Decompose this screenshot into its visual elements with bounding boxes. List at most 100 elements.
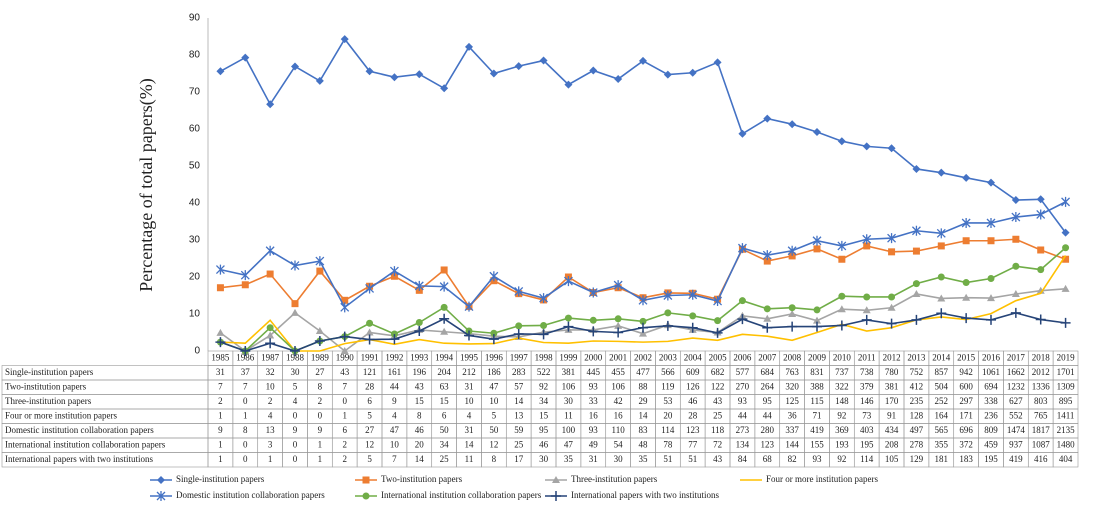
marker — [216, 67, 225, 76]
table-value: 2012 — [1032, 367, 1050, 377]
table-value: 6 — [342, 425, 347, 435]
table-value: 1 — [342, 410, 347, 420]
marker — [1061, 196, 1071, 207]
table-value: 128 — [910, 410, 924, 420]
table-value: 566 — [661, 367, 675, 377]
x-tick-label: 1992 — [385, 352, 403, 362]
legend-label: Two-institution papers — [381, 474, 463, 484]
x-tick-label: 2004 — [684, 352, 703, 362]
table-value: 0 — [342, 396, 347, 406]
table-value: 1474 — [1007, 425, 1026, 435]
table-value: 1701 — [1057, 367, 1075, 377]
table-value: 419 — [810, 425, 824, 435]
table-value: 2 — [342, 439, 347, 449]
marker — [1037, 266, 1045, 274]
marker — [241, 281, 249, 289]
table-value: 8 — [318, 381, 323, 391]
table-value: 195 — [860, 439, 874, 449]
table-value: 15 — [415, 396, 425, 406]
table-value: 181 — [935, 454, 949, 464]
marker — [838, 255, 846, 263]
table-cell — [1052, 452, 1079, 468]
y-axis-label: Percentage of total papers(%) — [136, 78, 157, 291]
marker — [465, 42, 473, 51]
table-value: 381 — [885, 381, 899, 391]
marker — [737, 314, 748, 325]
table-value: 696 — [959, 425, 973, 435]
marker — [390, 330, 398, 338]
table-value: 20 — [415, 439, 425, 449]
table-value: 369 — [835, 425, 849, 435]
legend-label: Single-institution papers — [176, 474, 265, 484]
table-row-label: Two-institution papers — [5, 381, 87, 391]
marker — [588, 287, 598, 298]
marker — [987, 237, 995, 245]
table-value: 9 — [293, 425, 298, 435]
marker — [912, 280, 920, 288]
marker — [937, 294, 946, 302]
table-value: 609 — [686, 367, 700, 377]
marker — [389, 334, 400, 345]
table-value: 193 — [835, 439, 849, 449]
table-value: 283 — [512, 367, 526, 377]
x-tick-label: 2000 — [584, 352, 603, 362]
table-value: 32 — [266, 367, 275, 377]
table-value: 6 — [367, 396, 372, 406]
marker — [861, 314, 872, 325]
x-tick-label: 1993 — [410, 352, 429, 362]
marker — [986, 314, 996, 325]
table-value: 14 — [514, 396, 524, 406]
marker — [862, 142, 871, 151]
table-value: 5 — [492, 410, 497, 420]
x-tick-label: 2008 — [783, 352, 802, 362]
marker — [887, 303, 896, 311]
marker — [340, 347, 349, 354]
x-tick-label: 2015 — [957, 352, 976, 362]
marker — [937, 242, 945, 250]
table-value: 280 — [761, 425, 775, 435]
marker — [290, 346, 300, 356]
table-value: 36 — [788, 410, 798, 420]
table-value: 780 — [885, 367, 899, 377]
y-tick-label: 70 — [189, 87, 201, 98]
table-value: 46 — [539, 439, 549, 449]
marker — [266, 100, 275, 109]
marker — [464, 301, 474, 312]
marker — [613, 327, 624, 338]
marker — [639, 56, 647, 65]
x-tick-label: 2007 — [758, 352, 777, 362]
table-value: 123 — [686, 425, 700, 435]
marker — [489, 271, 499, 282]
marker — [1036, 195, 1045, 204]
table-value: 30 — [291, 367, 301, 377]
series-line — [220, 201, 1066, 309]
series-line — [220, 37, 1067, 234]
table-value: 164 — [935, 410, 949, 420]
table-value: 1 — [218, 454, 223, 464]
marker — [886, 318, 897, 329]
table-value: 78 — [663, 439, 673, 449]
table-value: 522 — [537, 367, 551, 377]
marker — [588, 326, 599, 337]
table-value: 91 — [887, 410, 896, 420]
table-value: 7 — [243, 381, 248, 391]
marker — [763, 114, 772, 123]
table-value: 434 — [885, 425, 899, 435]
table-value: 10 — [266, 381, 276, 391]
table-value: 47 — [489, 381, 499, 391]
table-value: 4 — [467, 410, 472, 420]
marker — [215, 337, 226, 348]
table-value: 25 — [514, 439, 524, 449]
marker — [664, 309, 672, 317]
table-value: 106 — [611, 381, 625, 391]
x-tick-label: 2018 — [1032, 352, 1051, 362]
table-value: 355 — [935, 439, 949, 449]
table-value: 92 — [837, 410, 846, 420]
table-value: 4 — [392, 410, 397, 420]
table-row-label: Single-institution papers — [5, 367, 94, 377]
legend-marker — [362, 476, 370, 484]
marker — [315, 76, 324, 85]
table-value: 33 — [589, 396, 599, 406]
table-value: 43 — [340, 367, 350, 377]
